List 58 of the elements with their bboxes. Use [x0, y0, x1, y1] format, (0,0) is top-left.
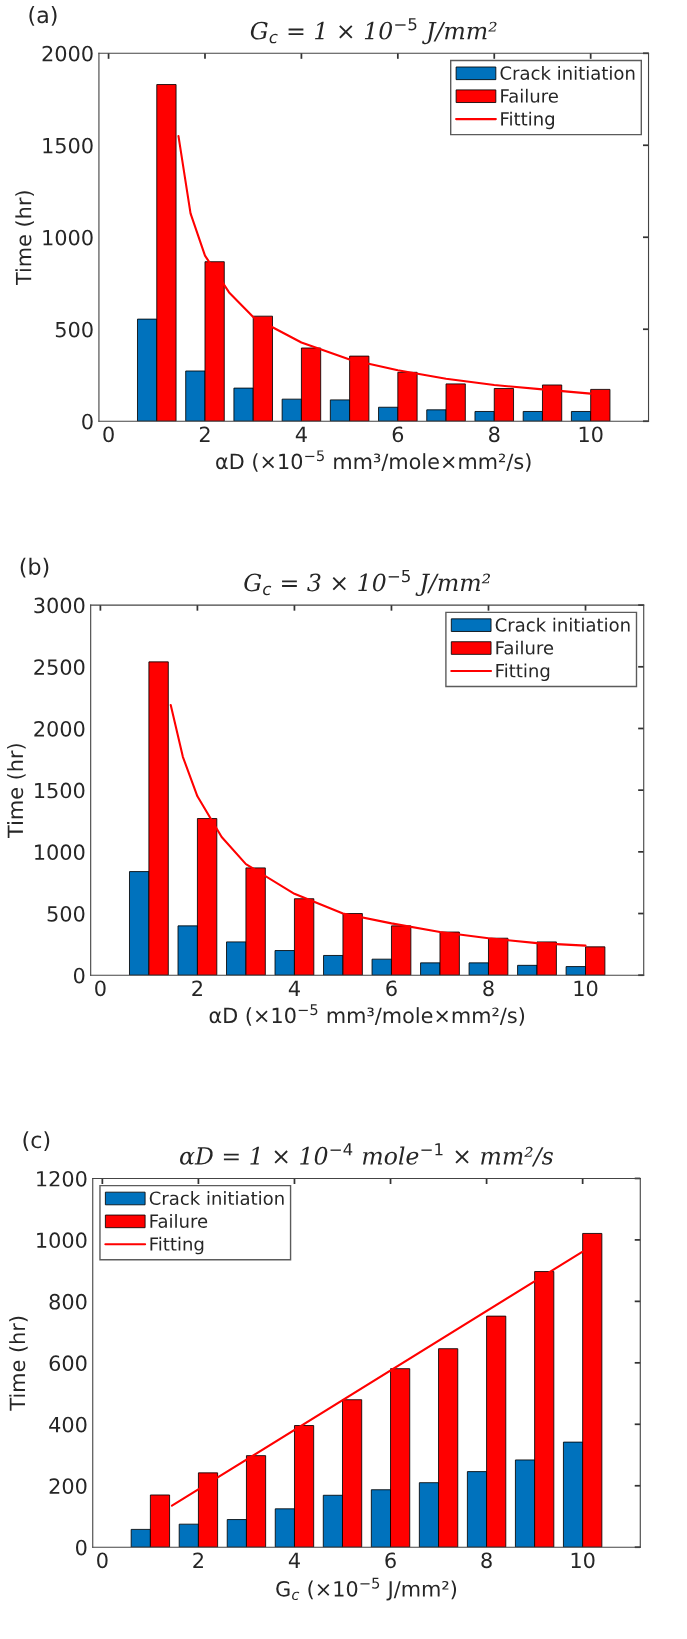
- y-tick-label: 3000: [34, 597, 85, 614]
- legend-label: Crack initiation: [149, 1191, 284, 1206]
- chart-title: G$_{c}$ = 1 × 10$^{−5}$ J/mm²: [250, 18, 497, 45]
- x-tick-label: 6: [385, 1552, 396, 1569]
- x-axis-title: G$_{c}$ (×10$^{−5}$ J/mm²): [276, 1577, 457, 1601]
- text: (a): [29, 6, 57, 26]
- y-tick-label: 0: [76, 1539, 87, 1556]
- x-tick-label: 2: [199, 426, 210, 442]
- y-tick-label: 1500: [35, 782, 85, 799]
- x-axis-title: αD (×10$^{−5}$ mm³/mole×mm²/s): [216, 450, 531, 472]
- x-tick-label: 4: [295, 426, 307, 442]
- y-tick-label: 800: [49, 1293, 87, 1310]
- y-tick-label: 500: [55, 321, 93, 338]
- x-tick-label: 6: [392, 426, 404, 443]
- y-tick-label: 0: [73, 967, 85, 984]
- y-tick-label: 2000: [34, 720, 85, 737]
- x-tick-label: 8: [481, 1552, 492, 1569]
- y-tick-label: 1000: [37, 1232, 87, 1249]
- x-tick-label: 0: [97, 1552, 108, 1569]
- y-tick-label: 1000: [35, 844, 85, 861]
- x-tick-label: 2: [192, 980, 202, 996]
- legend-label: Failure: [496, 640, 554, 655]
- x-axis-title: αD (×10$^{−5}$ mm³/mole×mm²/s): [209, 1004, 525, 1026]
- text: (b): [20, 557, 49, 578]
- x-tick-label: 4: [288, 980, 300, 996]
- text: (c): [23, 1131, 50, 1151]
- y-tick-label: 2000: [42, 45, 93, 62]
- y-tick-label: 1500: [43, 137, 93, 154]
- legend-label: Crack initiation: [495, 617, 630, 632]
- x-tick-label: 10: [579, 426, 603, 443]
- y-tick-label: 2500: [34, 659, 85, 676]
- legend-label: Fitting: [501, 111, 554, 130]
- y-tick-label: 0: [82, 413, 93, 430]
- y-axis-title: Time (hr): [7, 744, 26, 839]
- y-tick-label: 600: [49, 1355, 87, 1372]
- chart-title: G$_{c}$ = 3 × 10$^{−5}$ J/mm²: [244, 569, 491, 596]
- x-tick-label: 8: [489, 426, 500, 443]
- y-axis-title: Time (hr): [15, 191, 34, 286]
- y-tick-label: 1000: [43, 229, 93, 246]
- legend-label: Failure: [501, 88, 558, 103]
- legend-label: Fitting: [150, 1236, 204, 1255]
- y-tick-label: 400: [49, 1416, 87, 1433]
- x-tick-label: 0: [103, 426, 114, 443]
- x-tick-label: 10: [574, 980, 598, 997]
- x-tick-label: 6: [386, 980, 397, 997]
- y-tick-label: 500: [47, 905, 85, 922]
- legend-label: Failure: [150, 1213, 208, 1228]
- y-axis-title: Time (hr): [9, 1316, 28, 1411]
- legend-label: Crack initiation: [500, 65, 635, 80]
- chart-title: αD = 1 × 10$^{−4}$ mole$^{−1}$ × mm²/s: [180, 1143, 553, 1167]
- x-tick-label: 0: [95, 980, 106, 997]
- legend-label: Fitting: [496, 663, 550, 682]
- x-tick-label: 10: [571, 1552, 595, 1569]
- y-tick-label: 200: [49, 1478, 87, 1494]
- y-tick-label: 1200: [37, 1170, 87, 1187]
- x-tick-label: 2: [193, 1552, 203, 1568]
- x-tick-label: 4: [288, 1552, 300, 1568]
- x-tick-label: 8: [483, 980, 494, 997]
